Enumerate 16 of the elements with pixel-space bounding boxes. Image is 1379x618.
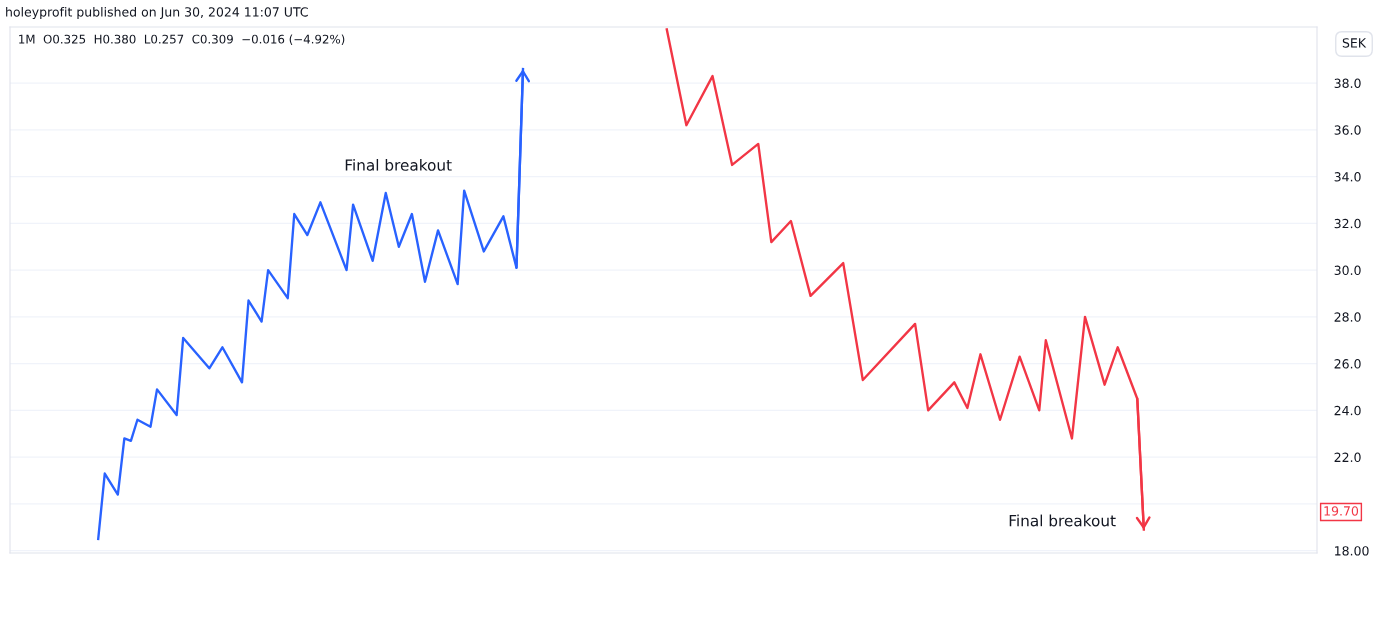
text: 19.70 <box>1324 506 1359 516</box>
annotation: Final breakout <box>345 159 452 171</box>
text: SEK <box>1342 38 1367 48</box>
y-tick-label: 32.0 <box>1334 218 1361 229</box>
y-tick-label: 26.0 <box>1334 359 1361 369</box>
y-tick-label: 30.0 <box>1334 265 1361 276</box>
y-tick-label: 28.0 <box>1334 312 1361 322</box>
y-tick-label: 38.0 <box>1334 78 1361 89</box>
y-tick-label: 22.0 <box>1334 452 1361 463</box>
y-tick-label: 24.0 <box>1334 405 1361 416</box>
y-tick-label: 36.0 <box>1334 125 1361 135</box>
y-tick-label: 18.00 <box>1335 546 1369 556</box>
chart-title: holeyprofit published on Jun 30, 2024 11:07 UTC <box>6 6 308 20</box>
text: 1M O0.325 H0.380 L0.257 C0.309 −0.016 (−4.92%) <box>19 34 345 45</box>
annotation: Final breakout <box>1009 514 1116 527</box>
y-tick-label: 34.0 <box>1334 172 1361 182</box>
